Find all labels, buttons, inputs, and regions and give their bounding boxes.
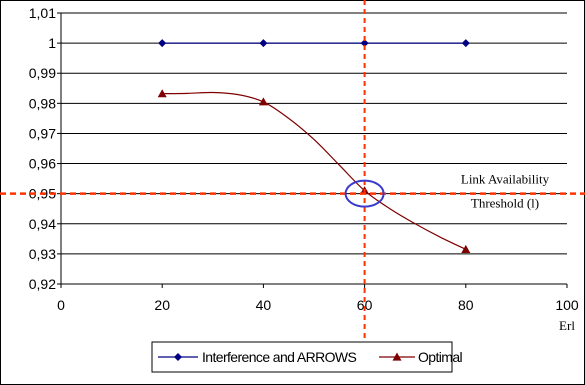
legend-label-interference-arrows: Interference and ARROWS [202, 349, 357, 365]
threshold-label-line1: Link Availability [461, 172, 550, 187]
legend-marker-interference-arrows [174, 353, 182, 361]
y-tick-label: 0,93 [29, 246, 56, 262]
marker-interference-arrows [461, 39, 470, 48]
y-tick-label: 0,98 [29, 95, 56, 111]
marker-interference-arrows [259, 39, 268, 48]
y-tick-label: 0,96 [29, 156, 56, 172]
legend-marker-optimal [392, 352, 402, 361]
series-line-optimal [162, 91, 467, 250]
axes [60, 13, 568, 288]
series-layer [157, 39, 471, 253]
marker-interference-arrows [360, 39, 369, 48]
x-tick-label: 20 [154, 297, 170, 313]
legend-label-optimal: Optimal [418, 349, 463, 365]
marker-interference-arrows [158, 39, 167, 48]
x-tick-label: 60 [357, 297, 373, 313]
legend: Interference and ARROWS Optimal [151, 341, 463, 373]
y-tick-label: 0,94 [29, 216, 56, 232]
y-tick-label: 0,97 [29, 125, 56, 141]
highlight-circle [344, 179, 385, 208]
threshold-label-line2: Threshold (l) [471, 196, 539, 211]
y-tick-label: 0,99 [29, 65, 56, 81]
x-axis-label: Erl [559, 318, 575, 333]
y-tick-label: 0,92 [29, 276, 56, 292]
y-tick-label: 1 [48, 35, 56, 51]
y-tick-label: 1,01 [29, 5, 56, 21]
x-tick-label: 40 [256, 297, 272, 313]
x-tick-label: 80 [458, 297, 474, 313]
x-tick-label: 100 [555, 297, 579, 313]
marker-optimal [461, 244, 471, 253]
marker-optimal [157, 89, 167, 98]
x-tick-label: 0 [57, 297, 65, 313]
marker-optimal [258, 97, 268, 106]
x-tick-labels: 0 20 40 60 80 100 [57, 297, 579, 313]
threshold-layer [0, 0, 585, 340]
